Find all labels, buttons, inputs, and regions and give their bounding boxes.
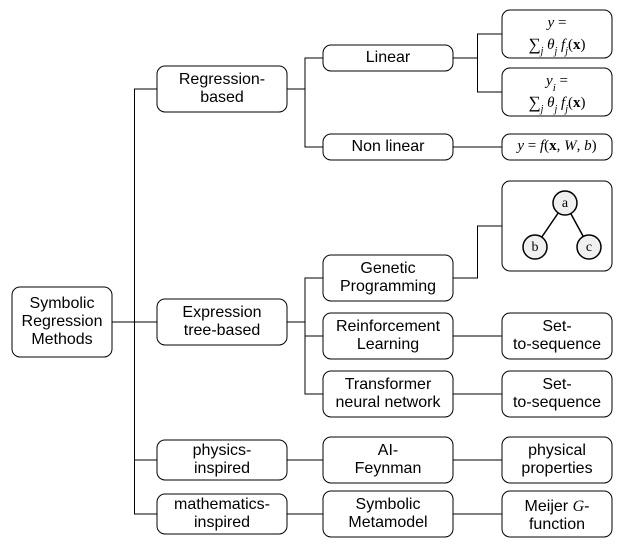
svg-text:Regression-: Regression- bbox=[179, 71, 265, 88]
svg-text:y =: y = bbox=[546, 15, 567, 31]
svg-text:tree-based: tree-based bbox=[184, 322, 261, 339]
node-gp: GeneticProgramming bbox=[323, 255, 453, 301]
svg-text:mathematics-: mathematics- bbox=[174, 496, 270, 513]
node-rl: ReinforcementLearning bbox=[323, 313, 453, 359]
edge-gp-tree bbox=[453, 226, 502, 278]
svg-text:inspired: inspired bbox=[194, 514, 250, 531]
svg-text:Transformer: Transformer bbox=[345, 376, 432, 393]
svg-text:Expression: Expression bbox=[182, 304, 261, 321]
svg-text:Metamodel: Metamodel bbox=[348, 514, 427, 531]
edge-linear-eq1 bbox=[453, 34, 502, 58]
svg-text:Genetic: Genetic bbox=[360, 260, 415, 277]
node-phys: physics-inspired bbox=[157, 440, 287, 480]
edge-reg-linear bbox=[287, 58, 323, 89]
node-pprop: physicalproperties bbox=[502, 437, 612, 483]
node-eq2: yi =∑j θj fj(x) bbox=[502, 68, 612, 116]
svg-text:Meijer G-: Meijer G- bbox=[525, 498, 590, 516]
node-expr: Expressiontree-based bbox=[157, 299, 287, 345]
node-s2s1: Set-to-sequence bbox=[502, 313, 612, 359]
edge-root-math bbox=[112, 322, 157, 514]
node-reg: Regression-based bbox=[157, 66, 287, 112]
node-root: SymbolicRegressionMethods bbox=[12, 287, 112, 357]
svg-text:Symbolic: Symbolic bbox=[356, 496, 421, 513]
svg-text:Set-: Set- bbox=[542, 376, 571, 393]
svg-text:Set-: Set- bbox=[542, 318, 571, 335]
svg-text:a: a bbox=[562, 196, 569, 211]
svg-text:based: based bbox=[200, 89, 244, 106]
svg-text:inspired: inspired bbox=[194, 460, 250, 477]
tree-diagram: SymbolicRegressionMethodsRegression-base… bbox=[0, 0, 640, 556]
svg-text:function: function bbox=[529, 516, 585, 533]
node-eq1: y =∑j θj fj(x) bbox=[502, 10, 612, 58]
svg-text:properties: properties bbox=[521, 460, 592, 477]
svg-text:b: b bbox=[532, 240, 539, 255]
nodes: SymbolicRegressionMethodsRegression-base… bbox=[12, 10, 612, 537]
svg-text:physics-: physics- bbox=[193, 442, 252, 459]
node-aif: AI-Feynman bbox=[323, 437, 453, 483]
node-math: mathematics-inspired bbox=[157, 494, 287, 534]
node-symm: SymbolicMetamodel bbox=[323, 491, 453, 537]
edge-reg-nonlinear bbox=[287, 89, 323, 147]
svg-text:physical: physical bbox=[528, 442, 586, 459]
svg-text:Symbolic: Symbolic bbox=[30, 295, 95, 312]
svg-text:AI-: AI- bbox=[378, 442, 398, 459]
svg-text:Programming: Programming bbox=[340, 278, 436, 295]
edge-root-reg bbox=[112, 89, 157, 322]
edge-linear-eq2 bbox=[453, 58, 502, 92]
edge-expr-gp bbox=[287, 278, 323, 322]
svg-text:to-sequence: to-sequence bbox=[513, 336, 601, 353]
node-tree: a b c bbox=[502, 181, 612, 271]
svg-text:Feynman: Feynman bbox=[355, 460, 422, 477]
svg-text:Regression: Regression bbox=[22, 313, 103, 330]
svg-text:c: c bbox=[586, 240, 592, 255]
node-trans: Transformerneural network bbox=[323, 371, 453, 417]
edge-expr-trans bbox=[287, 322, 323, 394]
svg-text:Learning: Learning bbox=[357, 336, 419, 353]
svg-text:to-sequence: to-sequence bbox=[513, 394, 601, 411]
node-nonlinear: Non linear bbox=[323, 134, 453, 160]
svg-text:neural network: neural network bbox=[336, 394, 442, 411]
node-s2s2: Set-to-sequence bbox=[502, 371, 612, 417]
node-linear: Linear bbox=[323, 45, 453, 71]
svg-text:Linear: Linear bbox=[366, 49, 411, 66]
svg-text:Methods: Methods bbox=[31, 331, 92, 348]
node-meijer: Meijer G-function bbox=[502, 491, 612, 537]
svg-text:y = f(x, W, b): y = f(x, W, b) bbox=[515, 138, 596, 154]
svg-text:Reinforcement: Reinforcement bbox=[336, 318, 441, 335]
node-eq3: y = f(x, W, b) bbox=[502, 134, 612, 160]
svg-text:Non linear: Non linear bbox=[352, 138, 426, 155]
